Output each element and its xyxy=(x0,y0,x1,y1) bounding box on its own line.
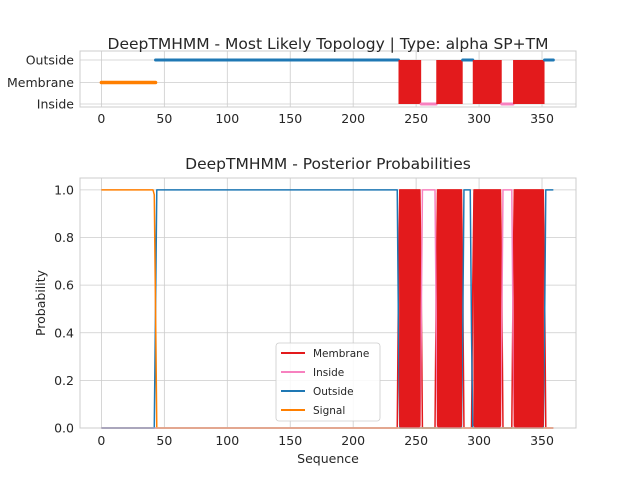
topology-x-tick-label: 250 xyxy=(404,111,428,126)
topology-x-tick-label: 300 xyxy=(467,111,491,126)
topology-y-tick-label: Outside xyxy=(26,53,75,68)
posterior-y-tick-label: 1.0 xyxy=(54,182,74,197)
topology-frame xyxy=(79,50,577,108)
topology-marks xyxy=(99,58,555,106)
legend-label-outside: Outside xyxy=(313,386,354,398)
posterior-x-tick-label: 350 xyxy=(530,433,554,448)
posterior-y-tick-label: 0.6 xyxy=(54,278,74,293)
topology-y-tick-label: Inside xyxy=(37,97,75,112)
legend: Membrane Inside Outside Signal xyxy=(275,342,381,422)
posterior-y-tick-label: 0.4 xyxy=(54,325,74,340)
topology-y-tick-label: Membrane xyxy=(7,75,74,90)
posterior-y-tick-label: 0.8 xyxy=(54,230,74,245)
posterior-y-tick-label: 0.2 xyxy=(54,373,74,388)
posterior-x-tick-label: 0 xyxy=(97,433,105,448)
membrane-probability-block xyxy=(473,189,502,428)
posterior-panel: 0 50 100 150 200 250 300 3500.00.20.40.60.81.0 … xyxy=(33,155,577,466)
topology-segment-membrane xyxy=(436,60,463,104)
posterior-title: DeepTMHMM - Posterior Probabilities xyxy=(185,155,471,173)
posterior-ticks: 0 50 100 150 200 250 300 350 0.0 0.2 0.4 0.6 0.8 1.0 xyxy=(54,182,554,448)
legend-box xyxy=(275,342,381,422)
topology-x-tick-label: 200 xyxy=(341,111,365,126)
posterior-frame xyxy=(79,177,577,429)
topology-x-tick-label: 350 xyxy=(530,111,554,126)
posterior-x-tick-label: 250 xyxy=(404,433,428,448)
topology-x-tick-label: 0 xyxy=(97,111,105,126)
topology-panel: 0 50 100 150 200 250 300 350 Outside Membrane Insi… xyxy=(7,35,577,127)
membrane-probability-block xyxy=(399,189,421,428)
legend-label-signal: Signal xyxy=(313,405,345,417)
topology-x-tick-label: 50 xyxy=(156,111,172,126)
topology-ticks: 0 50 100 150 200 250 300 350 Outside Membrane Insi… xyxy=(7,53,554,127)
legend-label-membrane: Membrane xyxy=(313,348,369,360)
topology-x-tick-label: 150 xyxy=(278,111,302,126)
y-axis-label: Probability xyxy=(33,269,48,336)
topology-segment-membrane xyxy=(513,60,545,104)
topology-segment-membrane xyxy=(398,60,422,104)
topology-x-tick-label: 100 xyxy=(215,111,239,126)
topology-title: DeepTMHMM - Most Likely Topology | Type:… xyxy=(108,35,549,53)
posterior-x-tick-label: 100 xyxy=(215,433,239,448)
posterior-marks xyxy=(101,189,554,429)
posterior-x-tick-label: 200 xyxy=(341,433,365,448)
legend-label-inside: Inside xyxy=(313,367,344,379)
posterior-x-tick-label: 150 xyxy=(278,433,302,448)
membrane-probability-block xyxy=(513,189,544,428)
posterior-x-tick-label: 50 xyxy=(156,433,172,448)
x-axis-label: Sequence xyxy=(297,451,359,466)
membrane-probability-block xyxy=(436,189,463,428)
topology-segment-membrane xyxy=(472,60,502,104)
posterior-y-tick-label: 0.0 xyxy=(54,421,74,436)
posterior-x-tick-label: 300 xyxy=(467,433,491,448)
